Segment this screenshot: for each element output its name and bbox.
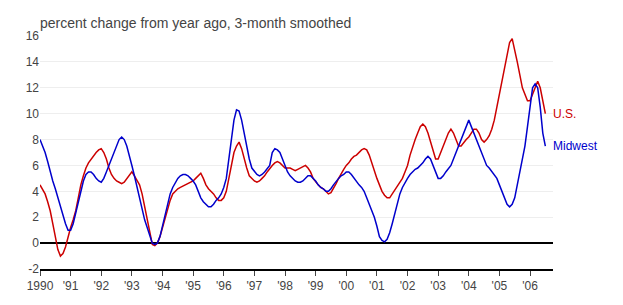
svg-text:'91: '91 [63, 279, 79, 293]
svg-text:'01: '01 [369, 279, 385, 293]
svg-text:Midwest: Midwest [553, 139, 598, 153]
svg-text:'93: '93 [124, 279, 140, 293]
svg-text:14: 14 [26, 55, 40, 69]
svg-text:'06: '06 [522, 279, 538, 293]
svg-text:'92: '92 [93, 279, 109, 293]
svg-text:'02: '02 [400, 279, 416, 293]
svg-text:10: 10 [26, 107, 40, 121]
svg-text:1990: 1990 [27, 279, 54, 293]
svg-text:8: 8 [32, 133, 39, 147]
svg-text:12: 12 [26, 81, 40, 95]
svg-text:'95: '95 [185, 279, 201, 293]
svg-text:-2: -2 [28, 262, 39, 276]
svg-text:'04: '04 [461, 279, 477, 293]
svg-text:U.S.: U.S. [553, 107, 576, 121]
svg-text:4: 4 [32, 185, 39, 199]
svg-text:2: 2 [32, 210, 39, 224]
svg-text:16: 16 [26, 29, 40, 43]
svg-text:0: 0 [32, 236, 39, 250]
svg-text:'99: '99 [308, 279, 324, 293]
svg-text:'00: '00 [338, 279, 354, 293]
svg-text:percent change from year ago,: percent change from year ago, 3-month sm… [40, 15, 351, 31]
svg-text:'94: '94 [155, 279, 171, 293]
svg-text:'05: '05 [492, 279, 508, 293]
svg-text:'98: '98 [277, 279, 293, 293]
svg-text:'96: '96 [216, 279, 232, 293]
svg-text:6: 6 [32, 159, 39, 173]
svg-text:'03: '03 [430, 279, 446, 293]
svg-text:'97: '97 [247, 279, 263, 293]
